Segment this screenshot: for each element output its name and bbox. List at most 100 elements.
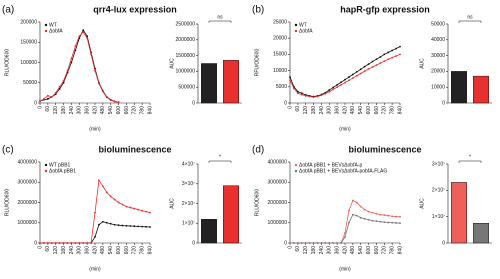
x-tick-label: 180 [311,106,317,115]
data-point [113,100,116,103]
x-tick-label: 360 [84,106,90,115]
data-point [289,79,291,82]
data-point [399,222,401,225]
data-point [320,242,323,244]
x-tick-label: 720 [132,246,138,255]
x-tick-label: 360 [84,246,90,255]
data-point [98,179,100,182]
data-point [359,68,362,71]
data-point [43,98,45,100]
data-point [141,225,144,228]
y-tick-label: 2×10⁷ [432,188,445,194]
data-point [58,87,61,90]
data-point [129,206,132,209]
data-point [296,92,299,95]
bar [223,185,239,244]
series-line [40,221,151,244]
series-line [40,179,151,244]
data-point [86,242,89,244]
data-point [375,212,378,215]
data-point [54,91,57,94]
data-point [66,69,69,72]
data-point [387,221,390,224]
significance-label: ns [217,14,223,20]
data-point [66,242,69,244]
series-line [39,29,119,103]
legend-label: ΔobfA pBB1 + BEVsΔobfA-pobfA-FLAG [299,168,387,174]
bar [451,182,467,244]
data-point [137,208,140,211]
x-tick-label: 360 [334,246,340,255]
data-point [312,96,315,99]
significance-label: * [469,154,471,160]
x-tick-label: 540 [358,106,364,115]
data-point [300,92,303,95]
data-point [387,51,390,54]
chart-title: bioluminescence [98,144,171,154]
data-point [105,191,108,194]
data-point [332,86,335,89]
x-tick-label: 480 [100,106,106,115]
data-point [387,58,390,61]
x-tick-label: 60 [45,246,51,252]
data-point [50,96,53,98]
data-point [58,85,61,88]
x-tick-label: 360 [334,106,340,115]
legend-marker [44,169,48,173]
data-point [62,79,65,82]
data-point [344,236,346,238]
legend-label: ΔobfA pBB1 [49,168,76,174]
x-tick-label: 780 [389,246,395,255]
data-point [332,88,335,91]
y-tick-label: 100000 [20,60,37,66]
data-point [359,216,362,219]
y-tick-label: 0 [442,240,445,246]
data-point [395,222,397,224]
data-point [50,242,53,244]
data-point [117,101,120,104]
y-tick-label: 1500000 [176,53,196,59]
data-point [359,72,362,75]
data-point [82,29,85,31]
y-tick-label: 1000000 [268,220,288,226]
x-tick-label: 240 [69,106,75,115]
y-tick-label: 20000 [431,69,445,75]
bar [201,63,217,104]
data-point [387,214,390,217]
data-point [391,56,394,59]
x-axis-label: (min) [89,126,101,132]
data-point [70,242,73,244]
y-tick-label: 50000 [23,80,37,86]
y-tick-label: 15000 [273,52,287,58]
data-point [117,224,120,227]
data-point [46,242,49,244]
data-point [340,81,342,84]
data-point [351,213,354,216]
data-point [371,66,374,68]
legend-label: WT [299,22,307,28]
x-tick-label: 840 [147,106,153,115]
data-point [344,78,346,81]
data-point [375,58,378,61]
data-point [86,35,89,38]
x-tick-label: 60 [295,246,301,252]
data-point [371,219,374,222]
y-tick-label: 200000 [20,19,37,25]
data-point [300,242,303,244]
chart-title: bioluminescence [348,144,421,154]
y-tick-label: 1×10⁷ [432,214,445,220]
data-point [375,220,378,223]
data-point [379,220,382,223]
x-tick-label: 240 [319,246,325,255]
data-point [98,223,100,226]
x-tick-label: 0 [37,246,43,249]
data-point [90,53,92,56]
x-tick-label: 0 [37,106,43,109]
data-point [344,81,346,84]
data-point [308,242,311,244]
data-point [336,86,339,89]
x-axis-label: (min) [89,266,101,272]
data-point [399,53,401,56]
x-tick-label: 840 [397,246,403,255]
